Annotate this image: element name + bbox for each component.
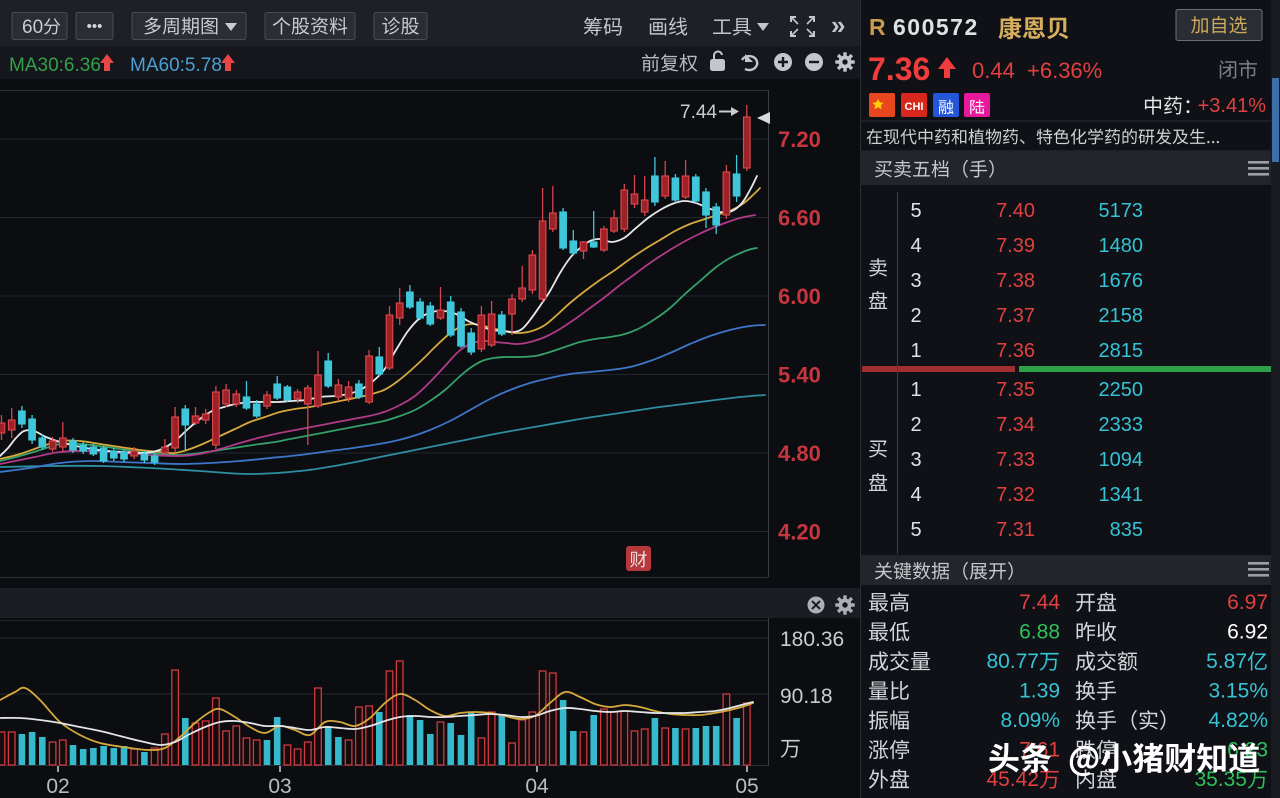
svg-text:7.44: 7.44 xyxy=(1019,591,1060,614)
svg-text:90.18: 90.18 xyxy=(780,685,833,708)
svg-text:0.44: 0.44 xyxy=(972,58,1015,83)
svg-text:35.35: 35.35 xyxy=(1194,768,1247,791)
svg-text:1341: 1341 xyxy=(1099,484,1144,506)
svg-text:7.33: 7.33 xyxy=(996,449,1035,471)
svg-text:6.00: 6.00 xyxy=(778,284,821,309)
svg-text:60: 60 xyxy=(22,17,43,38)
svg-text:5: 5 xyxy=(910,200,921,222)
svg-text:2815: 2815 xyxy=(1099,340,1144,362)
svg-text:7.37: 7.37 xyxy=(996,305,1035,327)
svg-text:05: 05 xyxy=(735,775,758,798)
svg-text:•••: ••• xyxy=(87,18,103,35)
svg-text:7.35: 7.35 xyxy=(996,379,1035,401)
svg-text:600572: 600572 xyxy=(893,14,979,40)
svg-text:7.40: 7.40 xyxy=(996,200,1035,222)
svg-text:1: 1 xyxy=(910,340,921,362)
svg-text:1094: 1094 xyxy=(1099,449,1144,471)
svg-text:7.36: 7.36 xyxy=(996,340,1035,362)
svg-text:+6.36%: +6.36% xyxy=(1027,58,1102,83)
svg-text:5.40: 5.40 xyxy=(778,363,821,388)
svg-text:7.20: 7.20 xyxy=(778,127,821,152)
svg-text:»: » xyxy=(831,10,845,40)
svg-text:5.87: 5.87 xyxy=(1206,650,1247,673)
svg-text:1676: 1676 xyxy=(1099,270,1144,292)
svg-text:45.42: 45.42 xyxy=(986,768,1039,791)
svg-text:180.36: 180.36 xyxy=(780,628,844,651)
svg-text:7.31: 7.31 xyxy=(996,519,1035,541)
svg-text:2158: 2158 xyxy=(1099,305,1144,327)
svg-text:03: 03 xyxy=(268,775,291,798)
svg-text:2333: 2333 xyxy=(1099,414,1144,436)
svg-text:7.38: 7.38 xyxy=(996,270,1035,292)
svg-text:3: 3 xyxy=(910,270,921,292)
svg-text:7.32: 7.32 xyxy=(996,484,1035,506)
svg-text:6.92: 6.92 xyxy=(1227,621,1268,644)
svg-text:R: R xyxy=(869,14,886,40)
svg-text:3: 3 xyxy=(910,449,921,471)
svg-text:2: 2 xyxy=(910,305,921,327)
svg-text:1: 1 xyxy=(910,379,921,401)
svg-text:4.80: 4.80 xyxy=(778,441,821,466)
svg-text:2: 2 xyxy=(910,414,921,436)
svg-text:4: 4 xyxy=(910,484,921,506)
svg-text:04: 04 xyxy=(525,775,549,798)
svg-text:2250: 2250 xyxy=(1099,379,1144,401)
svg-text:5173: 5173 xyxy=(1099,200,1144,222)
svg-text:7.36: 7.36 xyxy=(868,51,930,87)
svg-text:3.15%: 3.15% xyxy=(1208,680,1268,703)
svg-text:1.39: 1.39 xyxy=(1019,680,1060,703)
svg-text:7.44: 7.44 xyxy=(680,102,717,123)
svg-text:80.77: 80.77 xyxy=(986,650,1039,673)
svg-text:8.09%: 8.09% xyxy=(1000,709,1060,732)
svg-text:MA30:6.36: MA30:6.36 xyxy=(9,55,101,76)
svg-text:MA60:5.78: MA60:5.78 xyxy=(130,55,222,76)
svg-text:835: 835 xyxy=(1110,519,1143,541)
svg-text:1480: 1480 xyxy=(1099,235,1144,257)
svg-text:5: 5 xyxy=(910,519,921,541)
svg-text:02: 02 xyxy=(46,775,69,798)
svg-text:7.39: 7.39 xyxy=(996,235,1035,257)
svg-text:6.97: 6.97 xyxy=(1227,591,1268,614)
svg-text:6.60: 6.60 xyxy=(778,206,821,231)
svg-text:4.20: 4.20 xyxy=(778,520,821,545)
svg-text:CHI: CHI xyxy=(905,101,924,113)
svg-text:6.88: 6.88 xyxy=(1019,621,1060,644)
svg-text:7.34: 7.34 xyxy=(996,414,1035,436)
svg-text:+3.41%: +3.41% xyxy=(1198,95,1267,117)
svg-text:4: 4 xyxy=(910,235,921,257)
svg-text:4.82%: 4.82% xyxy=(1208,709,1268,732)
